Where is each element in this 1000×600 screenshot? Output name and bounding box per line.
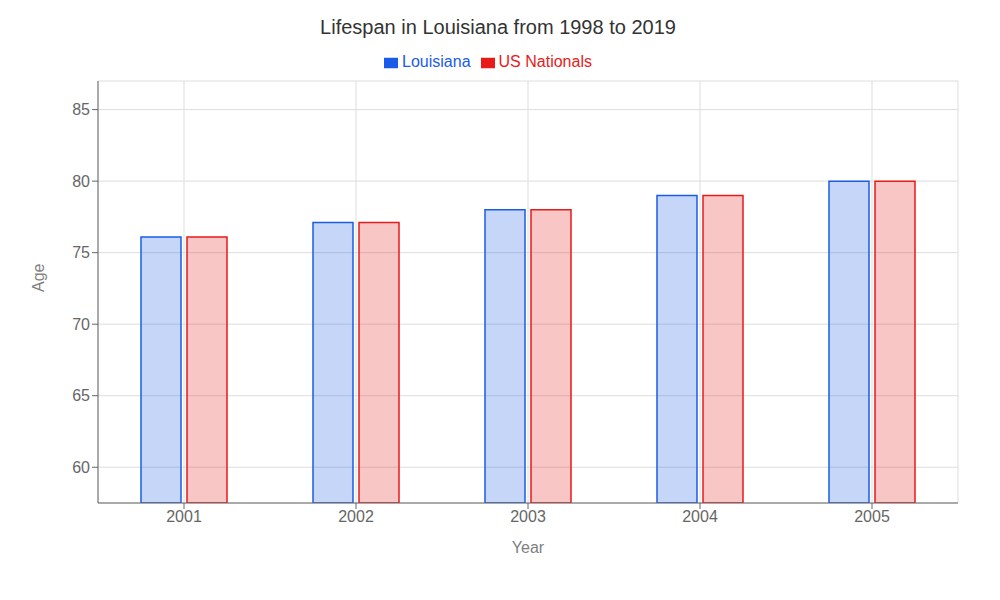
svg-text:60: 60 bbox=[72, 459, 90, 476]
svg-text:70: 70 bbox=[72, 316, 90, 333]
svg-text:2003: 2003 bbox=[510, 508, 546, 525]
html-text:Louisiana: Louisiana bbox=[402, 53, 471, 70]
svg-text:2004: 2004 bbox=[682, 508, 718, 525]
svg-text:75: 75 bbox=[72, 244, 90, 261]
svg-text:2005: 2005 bbox=[854, 508, 890, 525]
svg-text:Year: Year bbox=[512, 539, 545, 556]
svg-text:2001: 2001 bbox=[166, 508, 202, 525]
svg-text:Age: Age bbox=[30, 263, 47, 292]
svg-text:65: 65 bbox=[72, 387, 90, 404]
svg-text:80: 80 bbox=[72, 173, 90, 190]
svg-text:85: 85 bbox=[72, 101, 90, 118]
svg-text:2002: 2002 bbox=[338, 508, 374, 525]
html-text:US Nationals: US Nationals bbox=[498, 53, 592, 70]
html-text:Lifespan in Louisiana from 199: Lifespan in Louisiana from 1998 to 2019 bbox=[320, 16, 676, 38]
